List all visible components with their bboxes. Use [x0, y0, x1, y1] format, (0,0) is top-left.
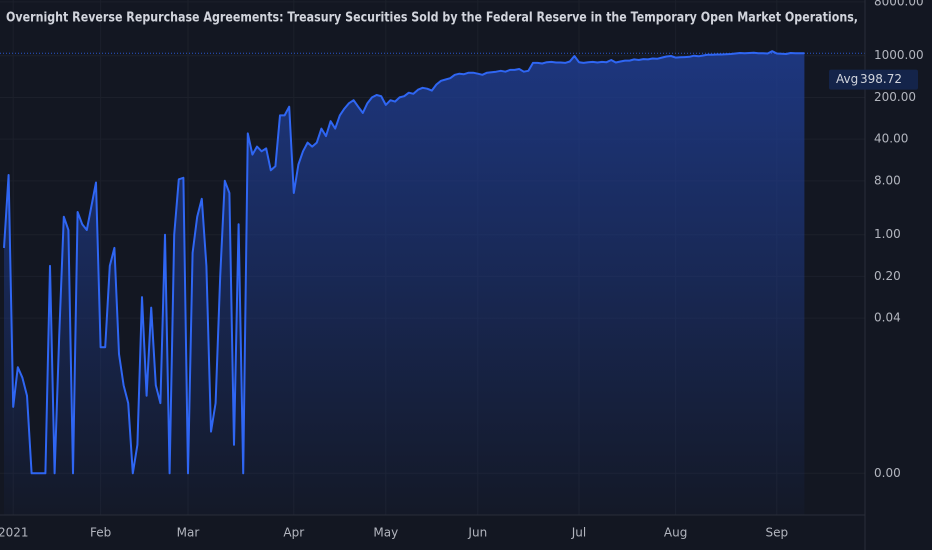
y-tick-label: 1.00: [874, 227, 901, 241]
plot-area: [0, 50, 865, 515]
line: [3, 50, 805, 475]
y-tick-label: 8.00: [874, 173, 901, 187]
x-tick-label: Jun: [467, 526, 487, 540]
avg-label: Avg 398.72: [829, 69, 918, 90]
y-tick-label: 40.00: [874, 132, 908, 146]
y-tick-label: 8000.00: [874, 0, 924, 8]
x-tick-label: Aug: [664, 526, 687, 540]
x-tick-label: Apr: [283, 526, 304, 540]
area: [4, 51, 805, 515]
x-tick-label: Sep: [765, 526, 788, 540]
y-tick-label: 0.20: [874, 269, 901, 283]
avg-name: Avg: [836, 72, 858, 86]
y-tick-label: 200.00: [874, 90, 916, 104]
x-tick-label: Jul: [571, 526, 586, 540]
chart-title: Overnight Reverse Repurchase Agreements:…: [6, 11, 858, 26]
x-tick-label: 2021: [0, 526, 28, 540]
avg-value: 398.72: [860, 72, 902, 86]
axes: 8000.00 1000.00 200.00 40.00 8.00 1.00 0.20 0.0…: [0, 0, 924, 540]
y-tick-label: 1000.00: [874, 48, 924, 62]
y-tick-label: 0.04: [874, 311, 901, 325]
x-tick-label: May: [373, 526, 398, 540]
avg-box: [829, 69, 918, 90]
x-tick-label: Mar: [177, 526, 200, 540]
x-tick-label: Feb: [90, 526, 111, 540]
y-tick-label: 0.00: [874, 466, 901, 480]
